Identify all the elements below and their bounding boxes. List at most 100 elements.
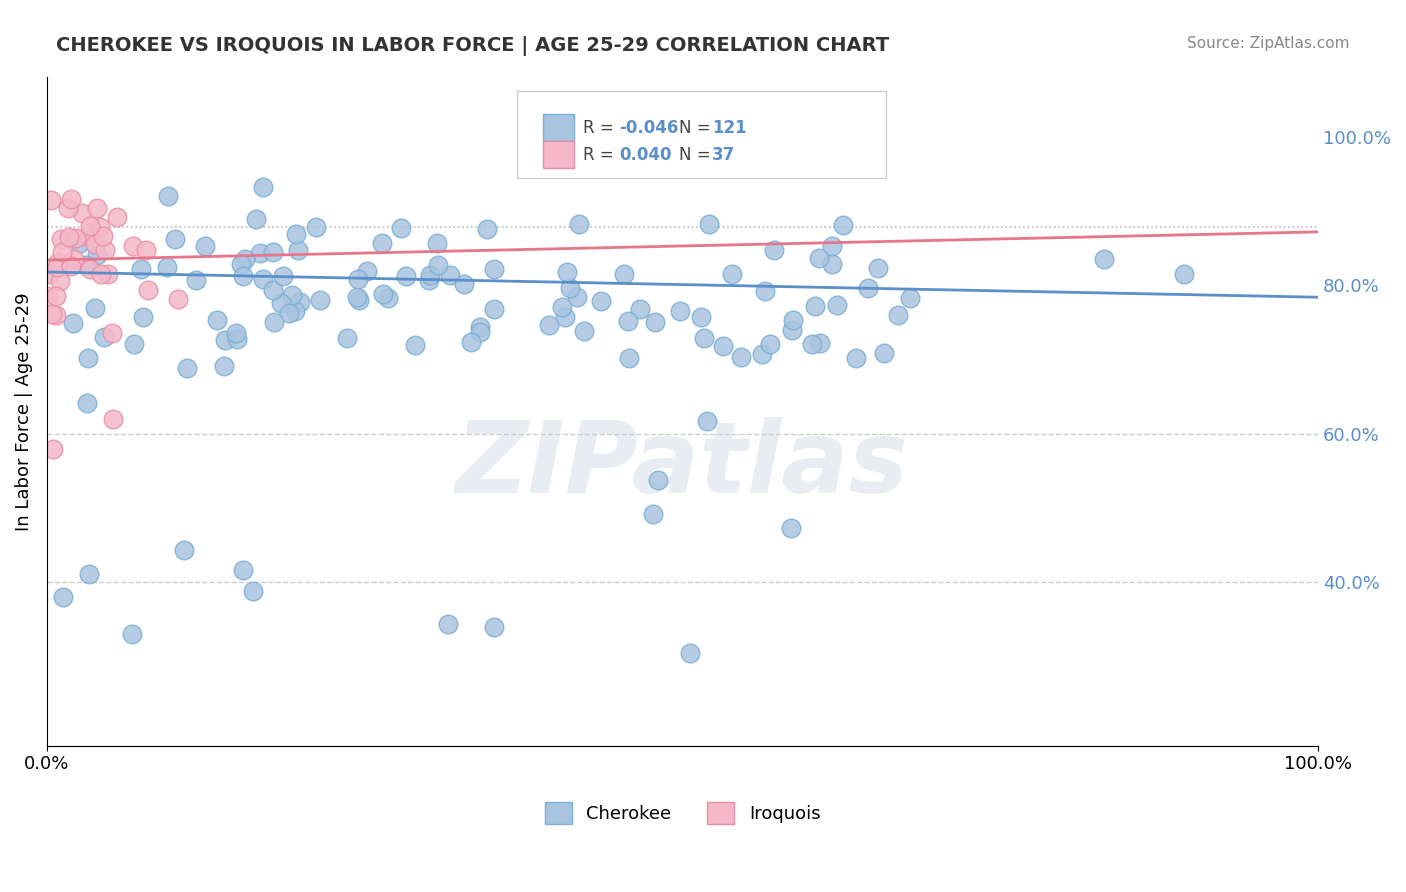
Cherokee bbox=[721, 267, 744, 281]
Cherokee bbox=[309, 293, 332, 307]
Cherokee bbox=[613, 267, 636, 281]
Cherokee bbox=[696, 414, 718, 428]
Text: 121: 121 bbox=[711, 119, 747, 136]
Cherokee bbox=[551, 300, 574, 314]
Cherokee bbox=[93, 330, 115, 344]
Iroquois bbox=[79, 262, 101, 277]
Legend: Cherokee, Iroquois: Cherokee, Iroquois bbox=[537, 795, 828, 831]
Cherokee bbox=[690, 310, 713, 325]
Cherokee bbox=[439, 268, 461, 282]
Cherokee bbox=[751, 347, 773, 361]
Cherokee bbox=[214, 333, 236, 347]
Cherokee bbox=[173, 543, 195, 558]
Iroquois bbox=[94, 243, 117, 257]
Cherokee bbox=[86, 248, 108, 262]
Cherokee bbox=[205, 312, 228, 326]
Cherokee bbox=[252, 272, 274, 286]
Cherokee bbox=[370, 235, 392, 250]
Cherokee bbox=[287, 243, 309, 257]
Iroquois bbox=[45, 289, 67, 303]
Cherokee bbox=[232, 269, 254, 284]
Cherokee bbox=[176, 361, 198, 376]
Text: N =: N = bbox=[679, 146, 716, 164]
Cherokee bbox=[460, 334, 482, 349]
Cherokee bbox=[477, 222, 499, 236]
Iroquois bbox=[56, 201, 79, 215]
Text: N =: N = bbox=[679, 119, 716, 136]
Text: 37: 37 bbox=[711, 146, 735, 164]
Cherokee bbox=[427, 258, 450, 272]
Iroquois bbox=[138, 283, 160, 297]
Cherokee bbox=[263, 315, 285, 329]
Cherokee bbox=[647, 473, 669, 487]
Cherokee bbox=[807, 252, 830, 266]
Iroquois bbox=[91, 229, 114, 244]
Cherokee bbox=[280, 287, 302, 301]
Cherokee bbox=[271, 269, 294, 284]
Cherokee bbox=[347, 293, 370, 308]
Iroquois bbox=[45, 260, 67, 275]
Cherokee bbox=[131, 310, 153, 325]
Cherokee bbox=[395, 269, 418, 284]
Iroquois bbox=[101, 412, 124, 426]
Cherokee bbox=[62, 316, 84, 330]
Cherokee bbox=[437, 617, 460, 632]
Cherokee bbox=[76, 351, 98, 366]
Cherokee bbox=[419, 268, 441, 282]
Cherokee bbox=[232, 563, 254, 577]
Cherokee bbox=[371, 287, 394, 301]
Cherokee bbox=[845, 351, 868, 365]
Iroquois bbox=[97, 267, 120, 281]
Iroquois bbox=[89, 219, 111, 234]
Cherokee bbox=[121, 626, 143, 640]
Cherokee bbox=[418, 273, 440, 287]
Cherokee bbox=[242, 584, 264, 599]
Cherokee bbox=[669, 304, 692, 318]
Iroquois bbox=[42, 442, 65, 456]
Iroquois bbox=[38, 267, 60, 281]
Cherokee bbox=[75, 258, 97, 272]
Iroquois bbox=[135, 243, 157, 257]
Cherokee bbox=[617, 314, 640, 328]
Cherokee bbox=[1092, 252, 1115, 266]
Cherokee bbox=[644, 315, 666, 329]
Iroquois bbox=[84, 237, 107, 252]
Cherokee bbox=[225, 326, 247, 341]
Cherokee bbox=[762, 244, 785, 258]
Cherokee bbox=[225, 332, 247, 346]
Cherokee bbox=[468, 325, 491, 339]
Cherokee bbox=[484, 261, 506, 276]
Cherokee bbox=[453, 277, 475, 291]
Cherokee bbox=[262, 283, 284, 297]
Cherokee bbox=[780, 323, 803, 337]
Cherokee bbox=[83, 301, 105, 315]
Cherokee bbox=[52, 590, 75, 604]
Cherokee bbox=[1173, 268, 1195, 282]
Iroquois bbox=[79, 219, 101, 233]
Iroquois bbox=[90, 267, 112, 281]
Cherokee bbox=[284, 227, 307, 241]
Iroquois bbox=[48, 254, 70, 268]
Iroquois bbox=[166, 292, 188, 306]
FancyBboxPatch shape bbox=[543, 141, 575, 168]
Cherokee bbox=[693, 330, 716, 344]
Iroquois bbox=[63, 252, 86, 267]
Cherokee bbox=[568, 217, 591, 231]
Text: -0.046: -0.046 bbox=[619, 119, 678, 136]
Iroquois bbox=[77, 229, 100, 244]
Cherokee bbox=[821, 257, 844, 271]
Iroquois bbox=[39, 193, 62, 207]
Cherokee bbox=[641, 508, 664, 522]
Cherokee bbox=[284, 304, 307, 318]
Cherokee bbox=[572, 325, 595, 339]
Cherokee bbox=[697, 218, 720, 232]
Cherokee bbox=[262, 244, 284, 259]
Iroquois bbox=[65, 230, 87, 244]
Cherokee bbox=[470, 319, 492, 334]
Cherokee bbox=[346, 290, 368, 304]
Iroquois bbox=[122, 238, 145, 252]
Cherokee bbox=[229, 257, 252, 271]
Cherokee bbox=[184, 273, 207, 287]
Cherokee bbox=[249, 246, 271, 260]
Cherokee bbox=[873, 346, 896, 360]
